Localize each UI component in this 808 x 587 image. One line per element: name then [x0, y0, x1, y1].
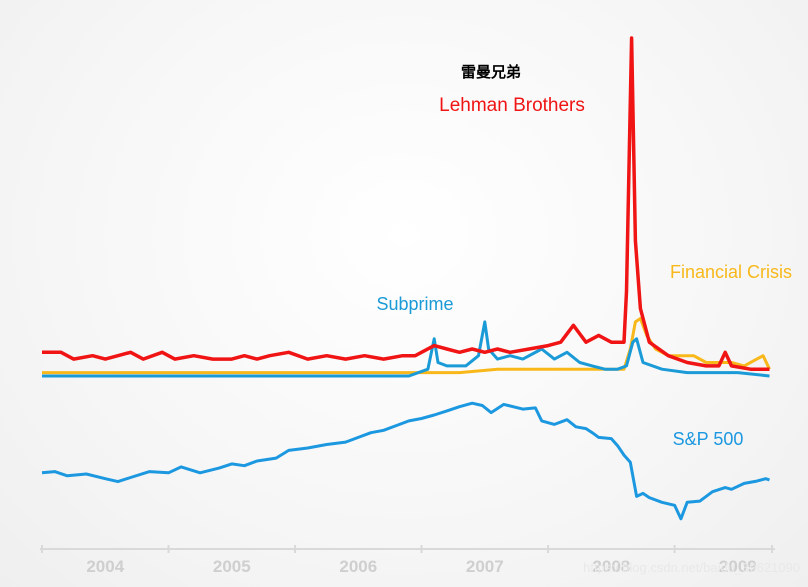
- tick-layer: 2004 2005 2006 2007 2008 2009: [41, 545, 773, 576]
- x-tick-label: 2007: [466, 557, 504, 576]
- x-tick-label: 2009: [719, 557, 757, 576]
- x-tick-label: 2004: [86, 557, 124, 576]
- legend-subprime: Subprime: [376, 294, 453, 314]
- series-line-lehman: [42, 36, 770, 371]
- watermark: https://blog.csdn.net/baidu_39621090: [583, 560, 800, 575]
- series-line-financial: [42, 317, 771, 375]
- x-tick-label: 2005: [213, 557, 251, 576]
- legend-financial: Financial Crisis: [670, 262, 792, 282]
- x-tick-label: 2006: [339, 557, 377, 576]
- series-layer: [41, 36, 771, 521]
- annotation-cn: 雷曼兄弟: [461, 63, 521, 81]
- legend-lehman: Lehman Brothers: [439, 95, 585, 116]
- x-tick-label: 2008: [592, 557, 630, 576]
- series-line-subprime: [42, 320, 770, 378]
- legend-sp500: S&P 500: [673, 429, 744, 449]
- series-line-sp500: [41, 401, 770, 521]
